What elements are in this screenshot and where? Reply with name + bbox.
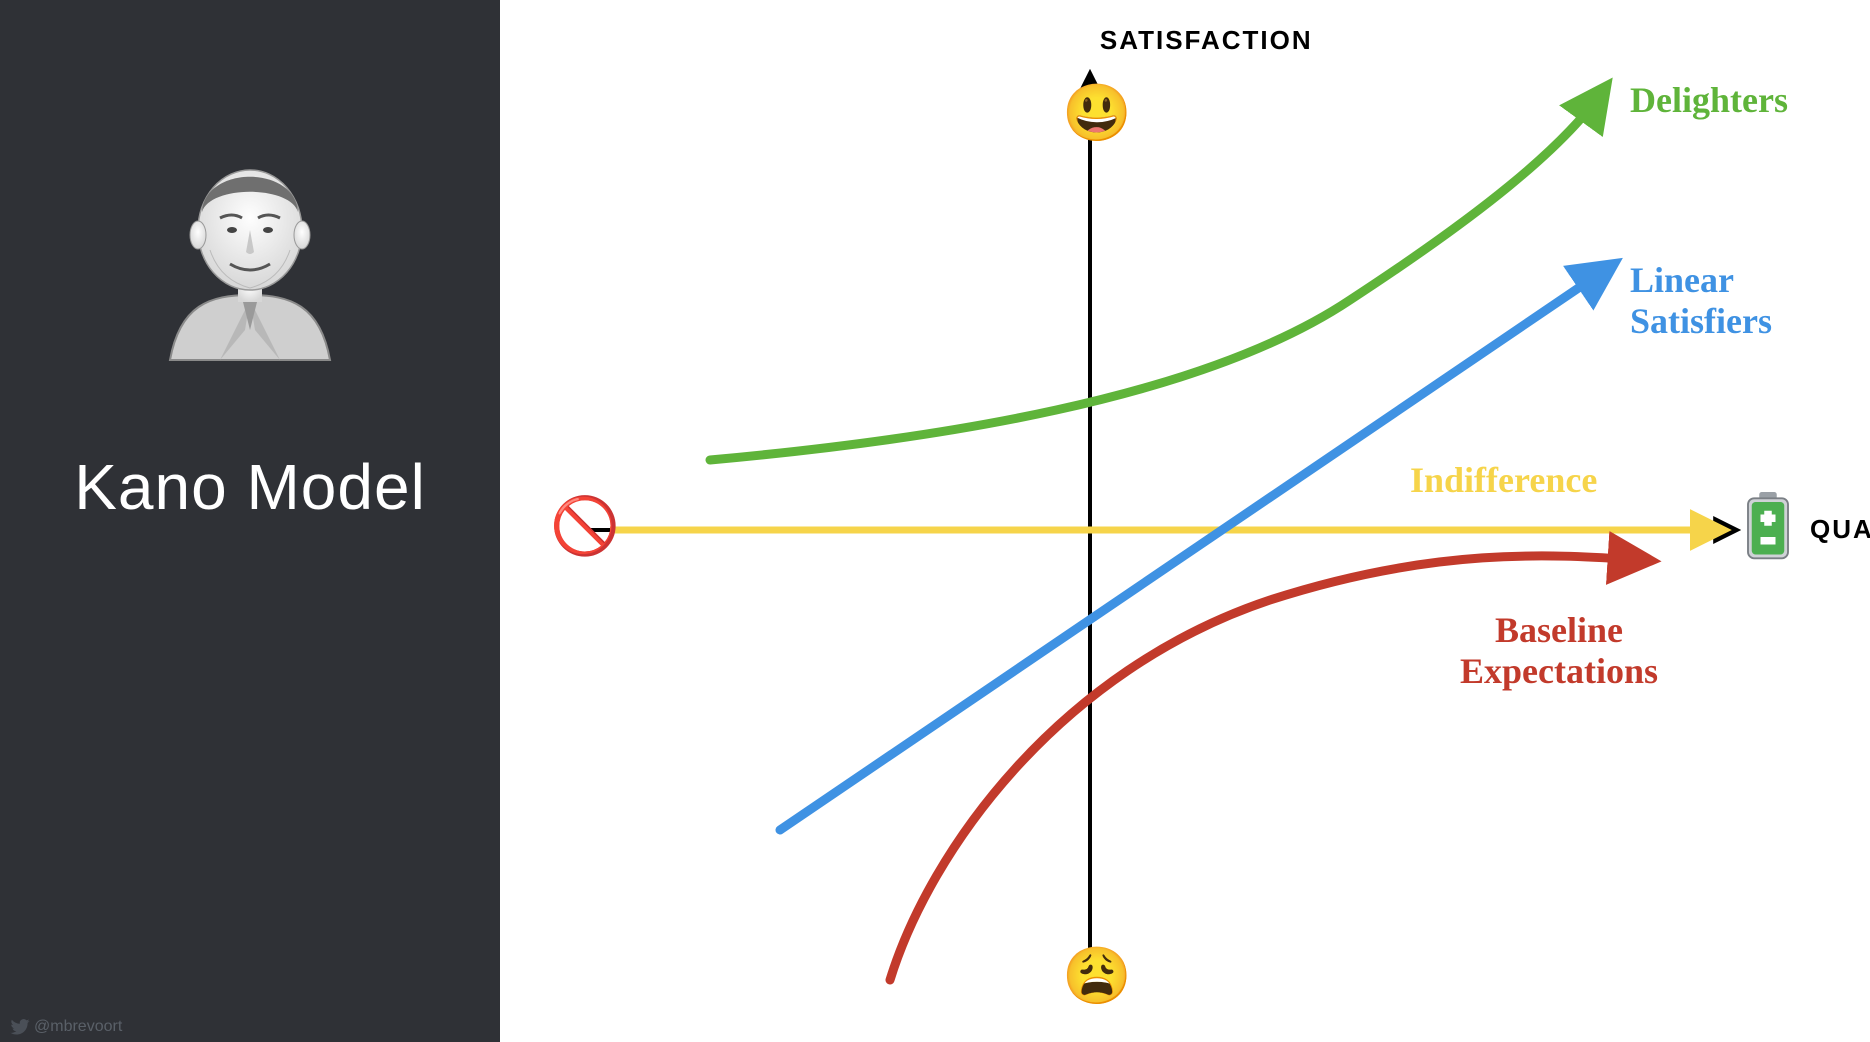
curve-delighters <box>710 95 1600 460</box>
happy-emoji-icon: 😃 <box>1062 85 1132 141</box>
curve-linear <box>780 270 1605 830</box>
twitter-handle: @mbrevoort <box>10 1018 122 1036</box>
portrait-sketch <box>140 120 360 380</box>
no-entry-icon: 🚫 <box>550 498 620 554</box>
label-baseline-text: BaselineExpectations <box>1460 610 1658 691</box>
battery-icon <box>1740 492 1796 562</box>
chart-area: SATISFACTION <box>500 0 1870 1042</box>
slide: Kano Model @mbrevoort SATISFACTION <box>0 0 1870 1042</box>
label-linear: LinearSatisfiers <box>1630 260 1772 343</box>
sidebar-title: Kano Model <box>74 450 426 524</box>
label-baseline: BaselineExpectations <box>1460 610 1658 693</box>
twitter-handle-text: @mbrevoort <box>34 1018 122 1036</box>
portrait-svg <box>150 130 350 370</box>
label-delighters: Delighters <box>1630 80 1788 121</box>
sidebar: Kano Model @mbrevoort <box>0 0 500 1042</box>
sad-emoji-icon: 😩 <box>1062 948 1132 1004</box>
axis-label-quality: QUALITY <box>1810 514 1870 545</box>
label-indifference: Indifference <box>1410 460 1597 501</box>
chart-svg <box>500 0 1870 1042</box>
twitter-icon <box>10 1019 30 1035</box>
label-linear-text: LinearSatisfiers <box>1630 260 1772 341</box>
